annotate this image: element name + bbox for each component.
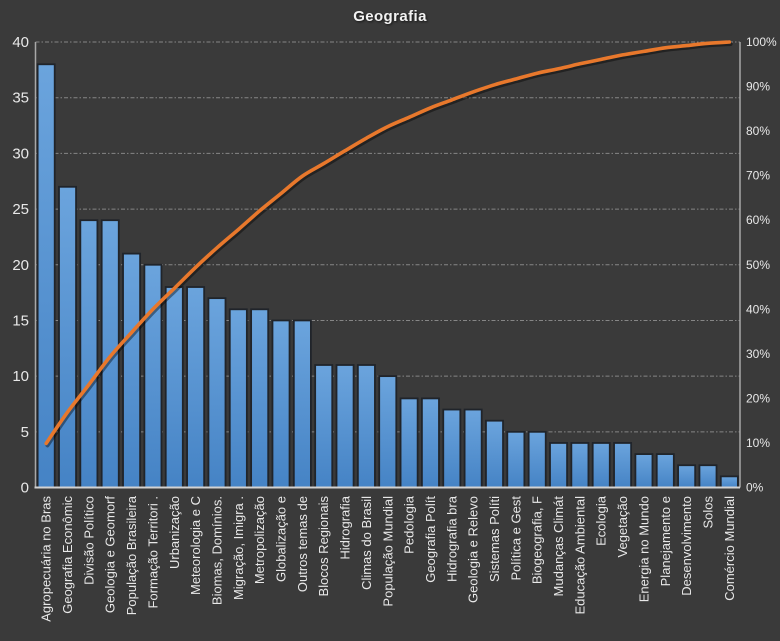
bar-21[interactable]: [463, 408, 483, 489]
gridlines: [35, 41, 740, 433]
right-tick-label[interactable]: 80%: [746, 124, 770, 138]
category-label[interactable]: Globalização e: [274, 496, 289, 582]
bar-32[interactable]: [698, 464, 718, 489]
category-label[interactable]: Pedologia: [402, 495, 417, 554]
left-tick-label[interactable]: 5: [21, 424, 29, 441]
right-tick-label[interactable]: 90%: [746, 80, 770, 94]
right-tick-label[interactable]: 60%: [746, 213, 770, 227]
bar-3[interactable]: [79, 219, 99, 489]
bar-26[interactable]: [570, 442, 590, 489]
category-label[interactable]: Solos: [700, 496, 715, 529]
right-tick-label[interactable]: 70%: [746, 169, 770, 183]
bar-23[interactable]: [506, 430, 526, 489]
right-tick-label[interactable]: 30%: [746, 347, 770, 361]
category-label[interactable]: Blocos Regionais: [316, 496, 331, 597]
category-label[interactable]: Comércio Mundial: [722, 496, 737, 601]
bar-5[interactable]: [122, 252, 142, 489]
bar-20[interactable]: [442, 408, 462, 489]
category-label[interactable]: Ecologia: [594, 495, 609, 546]
bar-2[interactable]: [58, 185, 77, 489]
bar-9[interactable]: [207, 297, 227, 489]
left-tick-label[interactable]: 0: [21, 480, 29, 497]
cumulative-line-shadow: [45, 42, 733, 448]
category-label[interactable]: Mudanças Climát: [551, 496, 566, 597]
bar-7[interactable]: [164, 286, 184, 489]
bar-27[interactable]: [591, 442, 611, 489]
bar-14[interactable]: [314, 364, 334, 489]
left-tick-label[interactable]: 10: [12, 368, 29, 385]
category-label[interactable]: Desenvolvimento: [679, 496, 694, 596]
category-label[interactable]: Planejamento e: [658, 496, 673, 586]
category-label[interactable]: Climas do Brasil: [359, 496, 374, 590]
right-tick-label[interactable]: 40%: [746, 302, 770, 316]
category-label[interactable]: Energia no Mundo: [636, 496, 651, 602]
category-label[interactable]: População Brasileira: [124, 495, 139, 615]
category-label[interactable]: Formação Territori .: [145, 496, 160, 608]
category-label[interactable]: Política e Gest: [508, 496, 523, 581]
category-label[interactable]: Agropecuária no Bras: [39, 496, 54, 622]
bar-29[interactable]: [634, 453, 654, 489]
category-label[interactable]: Hidrografia bra: [444, 495, 459, 582]
bar-11[interactable]: [250, 308, 270, 489]
left-tick-label[interactable]: 35: [12, 90, 29, 107]
category-label[interactable]: Geologia e Geomorf: [103, 496, 118, 613]
category-label[interactable]: Geologia e Relevo: [466, 496, 481, 603]
cumulative-line-series: [44, 40, 733, 448]
bar-17[interactable]: [378, 375, 398, 489]
category-label[interactable]: Geografia Econômic: [60, 496, 75, 614]
category-label[interactable]: Biogeografia, F: [530, 496, 545, 584]
category-label[interactable]: Metropolização: [252, 496, 267, 584]
category-label[interactable]: População Mundial: [380, 496, 395, 607]
bar-31[interactable]: [677, 464, 697, 489]
left-tick-label[interactable]: 15: [12, 312, 29, 329]
right-axis-tick-labels[interactable]: 0% 10% 20% 30% 40% 50% 60% 70% 80% 90% 100%: [746, 35, 777, 495]
left-axis-tick-labels[interactable]: 0 5 10 15 20 25 30 35 40: [12, 34, 29, 497]
bar-28[interactable]: [613, 442, 633, 489]
bar-8[interactable]: [186, 286, 206, 489]
bar-12[interactable]: [271, 319, 291, 489]
bar-18[interactable]: [399, 397, 419, 489]
right-tick-label[interactable]: 0%: [746, 481, 764, 495]
bar-16[interactable]: [356, 364, 376, 489]
bar-19[interactable]: [421, 397, 440, 489]
bar-25[interactable]: [549, 442, 568, 489]
right-tick-label[interactable]: 50%: [746, 258, 770, 272]
category-label[interactable]: Educação Ambiental: [572, 496, 587, 615]
left-tick-label[interactable]: 20: [12, 257, 29, 274]
category-label[interactable]: Divisão Político: [81, 496, 96, 585]
right-tick-label[interactable]: 10%: [746, 436, 770, 450]
left-tick-label[interactable]: 30: [12, 145, 29, 162]
right-tick-label[interactable]: 20%: [746, 391, 770, 405]
category-label[interactable]: Migração, Imigra .: [231, 496, 246, 600]
category-label[interactable]: Sistemas Políti: [487, 496, 502, 582]
bar-6[interactable]: [143, 263, 163, 489]
bar-13[interactable]: [292, 319, 312, 489]
right-tick-label[interactable]: 100%: [746, 35, 777, 49]
category-label[interactable]: Biomas, Domínios.: [209, 496, 224, 605]
bar-15[interactable]: [335, 364, 355, 489]
bar-10[interactable]: [228, 308, 248, 489]
bar-24[interactable]: [527, 430, 547, 489]
left-tick-label[interactable]: 25: [12, 201, 29, 218]
bar-22[interactable]: [485, 419, 504, 489]
category-label[interactable]: Geografia Polít: [423, 496, 438, 583]
x-category-labels[interactable]: Agropecuária no Bras Geografia Econômic Di…: [39, 495, 737, 622]
category-label[interactable]: Vegetação: [615, 496, 630, 557]
bar-30[interactable]: [655, 453, 675, 489]
cumulative-line[interactable]: [44, 40, 732, 446]
axis-lines: [34, 42, 741, 489]
left-tick-label[interactable]: 40: [12, 34, 29, 51]
bar-33[interactable]: [719, 475, 739, 489]
category-label[interactable]: Outros temas de: [295, 496, 310, 592]
bar-1[interactable]: [36, 63, 56, 489]
category-label[interactable]: Hidrografia: [338, 495, 353, 559]
chart-title[interactable]: Geografia: [353, 8, 427, 25]
bars-series: [36, 63, 739, 489]
category-label[interactable]: Meteorologia e C: [188, 496, 203, 595]
category-label[interactable]: Urbanização: [167, 496, 182, 569]
